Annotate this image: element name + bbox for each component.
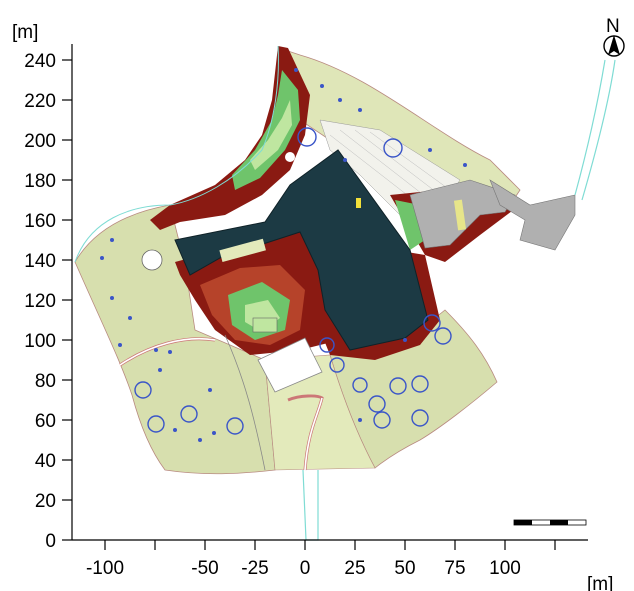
x-tick-label: -25 bbox=[241, 558, 268, 579]
y-axis-unit: [m] bbox=[12, 22, 38, 43]
tree-icon bbox=[198, 438, 202, 442]
y-tick-label: 120 bbox=[24, 291, 56, 312]
y-tick-label: 140 bbox=[24, 251, 56, 272]
tree-icon bbox=[128, 316, 132, 320]
tree-icon bbox=[358, 418, 362, 422]
y-tick-label: 60 bbox=[35, 411, 56, 432]
tree-icon bbox=[320, 84, 324, 88]
tree-icon bbox=[158, 368, 162, 372]
yellow-feature bbox=[356, 198, 361, 208]
y-tick-label: 180 bbox=[24, 171, 56, 192]
tree-icon bbox=[110, 296, 114, 300]
south-entry-road bbox=[303, 470, 318, 540]
pool bbox=[253, 318, 277, 332]
y-tick-label: 240 bbox=[24, 51, 56, 72]
tree-icon bbox=[208, 388, 212, 392]
y-tick-label: 160 bbox=[24, 211, 56, 232]
tree-icon bbox=[294, 68, 298, 72]
tree-icon bbox=[154, 348, 158, 352]
north-label: N bbox=[606, 16, 620, 37]
y-tick-label: 100 bbox=[24, 331, 56, 352]
tree-icon bbox=[110, 238, 114, 242]
tree-icon bbox=[100, 256, 104, 260]
tree-icon bbox=[403, 338, 407, 342]
fountain bbox=[285, 152, 295, 162]
y-tick-label: 80 bbox=[35, 371, 56, 392]
x-tick-label: 75 bbox=[444, 558, 465, 579]
x-tick-label: 50 bbox=[394, 558, 415, 579]
x-tick-label: -50 bbox=[191, 558, 218, 579]
tree-icon bbox=[358, 108, 362, 112]
x-tick-label: 100 bbox=[489, 558, 521, 579]
tree-icon bbox=[168, 350, 172, 354]
y-tick-label: 200 bbox=[24, 131, 56, 152]
roundabout bbox=[142, 250, 162, 270]
x-tick-label: -100 bbox=[86, 558, 124, 579]
y-tick-label: 40 bbox=[35, 451, 56, 472]
x-ticks: -100 -50 -25 0 25 50 75 100 bbox=[86, 540, 555, 579]
x-axis-unit: [m] bbox=[587, 574, 613, 591]
y-tick-label: 20 bbox=[35, 491, 56, 512]
x-tick-label: 25 bbox=[344, 558, 365, 579]
north-arrow-icon: N bbox=[604, 16, 624, 56]
x-tick-label: 0 bbox=[300, 558, 311, 579]
y-tick-label: 0 bbox=[45, 531, 56, 552]
tree-icon bbox=[173, 428, 177, 432]
access-road-northeast-2 bbox=[582, 60, 615, 200]
access-road-northeast bbox=[575, 60, 605, 195]
tree-icon bbox=[343, 158, 347, 162]
tree-icon bbox=[118, 343, 122, 347]
y-tick-label: 220 bbox=[24, 91, 56, 112]
tree-icon bbox=[463, 163, 467, 167]
scale-bar-icon bbox=[514, 520, 586, 525]
tree-icon bbox=[428, 148, 432, 152]
tree-icon bbox=[338, 98, 342, 102]
tree-icon bbox=[212, 431, 216, 435]
